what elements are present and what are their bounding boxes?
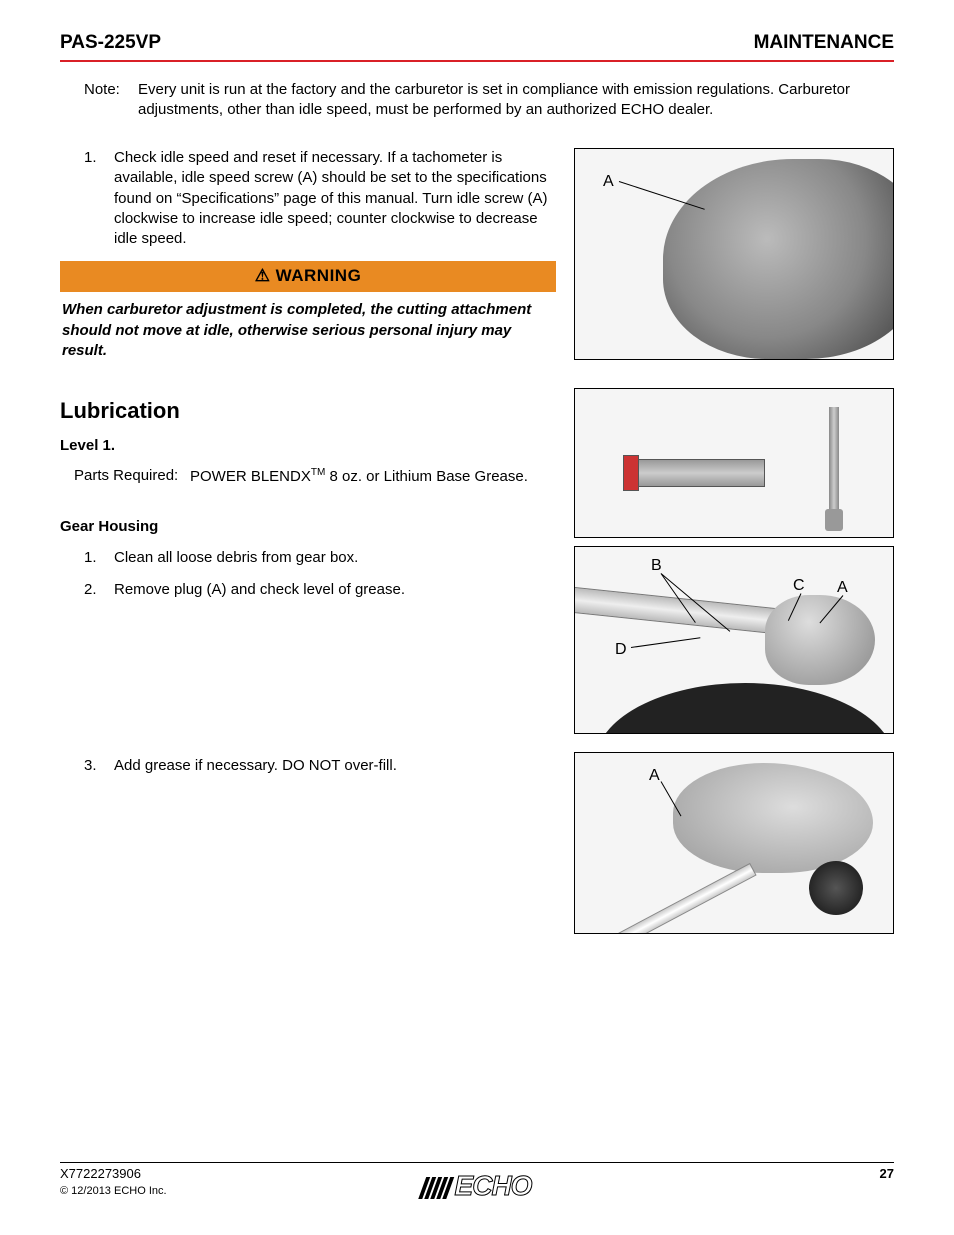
callout-C: C bbox=[793, 575, 805, 597]
note-text: Every unit is run at the factory and the… bbox=[138, 80, 894, 121]
tube-cap-illustration bbox=[623, 455, 639, 491]
tube-illustration bbox=[635, 459, 765, 487]
engine-illustration bbox=[663, 159, 894, 359]
logo-text: ECHO bbox=[455, 1170, 532, 1201]
edger-guard-illustration bbox=[673, 763, 873, 873]
header-model: PAS-225VP bbox=[60, 30, 161, 56]
page-header: PAS-225VP MAINTENANCE bbox=[60, 30, 894, 62]
edger-shaft-illustration bbox=[574, 863, 757, 934]
gear-step-3-text: Add grease if necessary. DO NOT over-fil… bbox=[114, 756, 556, 776]
lubrication-heading: Lubrication bbox=[60, 396, 556, 426]
parts-required: Parts Required: POWER BLENDXTM 8 oz. or … bbox=[60, 466, 556, 487]
parts-prefix: POWER BLENDX bbox=[190, 468, 311, 485]
tool-tip-illustration bbox=[825, 509, 843, 531]
logo-stripes-icon bbox=[416, 1167, 460, 1205]
echo-logo: ECHO bbox=[423, 1167, 532, 1205]
figure-grease-tube bbox=[574, 388, 894, 538]
step-1: 1. Check idle speed and reset if necessa… bbox=[60, 148, 556, 249]
gear-step-1-text: Clean all loose debris from gear box. bbox=[114, 548, 556, 568]
grease-row: 3. Add grease if necessary. DO NOT over-… bbox=[60, 752, 894, 942]
parts-label: Parts Required: bbox=[74, 466, 190, 487]
gear-step-2: 2. Remove plug (A) and check level of gr… bbox=[60, 580, 556, 600]
gear-step-3: 3. Add grease if necessary. DO NOT over-… bbox=[60, 756, 556, 776]
parts-suffix: 8 oz. or Lithium Base Grease. bbox=[325, 468, 528, 485]
figure-carburetor: A bbox=[574, 148, 894, 360]
gear-step-2-num: 2. bbox=[84, 580, 114, 600]
gear-step-1-num: 1. bbox=[84, 548, 114, 568]
footer-logo-wrap: ECHO bbox=[0, 1167, 954, 1205]
lubrication-row: Lubrication Level 1. Parts Required: POW… bbox=[60, 388, 894, 742]
callout-A: A bbox=[603, 171, 614, 193]
idle-speed-row: 1. Check idle speed and reset if necessa… bbox=[60, 148, 894, 368]
lubrication-level: Level 1. bbox=[60, 436, 556, 456]
gear-step-2-text: Remove plug (A) and check level of greas… bbox=[114, 580, 556, 600]
gear-step-1: 1. Clean all loose debris from gear box. bbox=[60, 548, 556, 568]
note-block: Note: Every unit is run at the factory a… bbox=[60, 80, 894, 121]
guard-illustration bbox=[595, 683, 894, 734]
lead-line bbox=[631, 637, 700, 648]
parts-tm: TM bbox=[311, 467, 325, 478]
callout-A: A bbox=[649, 765, 660, 787]
gear-head-illustration bbox=[765, 595, 875, 685]
gear-shaft-illustration bbox=[574, 585, 786, 635]
step-1-text: Check idle speed and reset if necessary.… bbox=[114, 148, 556, 249]
callout-A: A bbox=[837, 577, 848, 599]
callout-B: B bbox=[651, 555, 662, 577]
header-section: MAINTENANCE bbox=[754, 30, 894, 56]
warning-bar: ⚠ WARNING bbox=[60, 261, 556, 292]
edger-wheel-illustration bbox=[809, 861, 863, 915]
callout-D: D bbox=[615, 639, 627, 661]
tool-shaft-illustration bbox=[829, 407, 839, 517]
figure-gear-housing: B C A D bbox=[574, 546, 894, 734]
gear-step-3-num: 3. bbox=[84, 756, 114, 776]
step-1-num: 1. bbox=[84, 148, 114, 249]
gear-housing-heading: Gear Housing bbox=[60, 517, 556, 537]
warning-text: When carburetor adjustment is completed,… bbox=[60, 300, 556, 361]
parts-value: POWER BLENDXTM 8 oz. or Lithium Base Gre… bbox=[190, 466, 556, 487]
figure-edger: A bbox=[574, 752, 894, 934]
note-label: Note: bbox=[84, 80, 138, 121]
